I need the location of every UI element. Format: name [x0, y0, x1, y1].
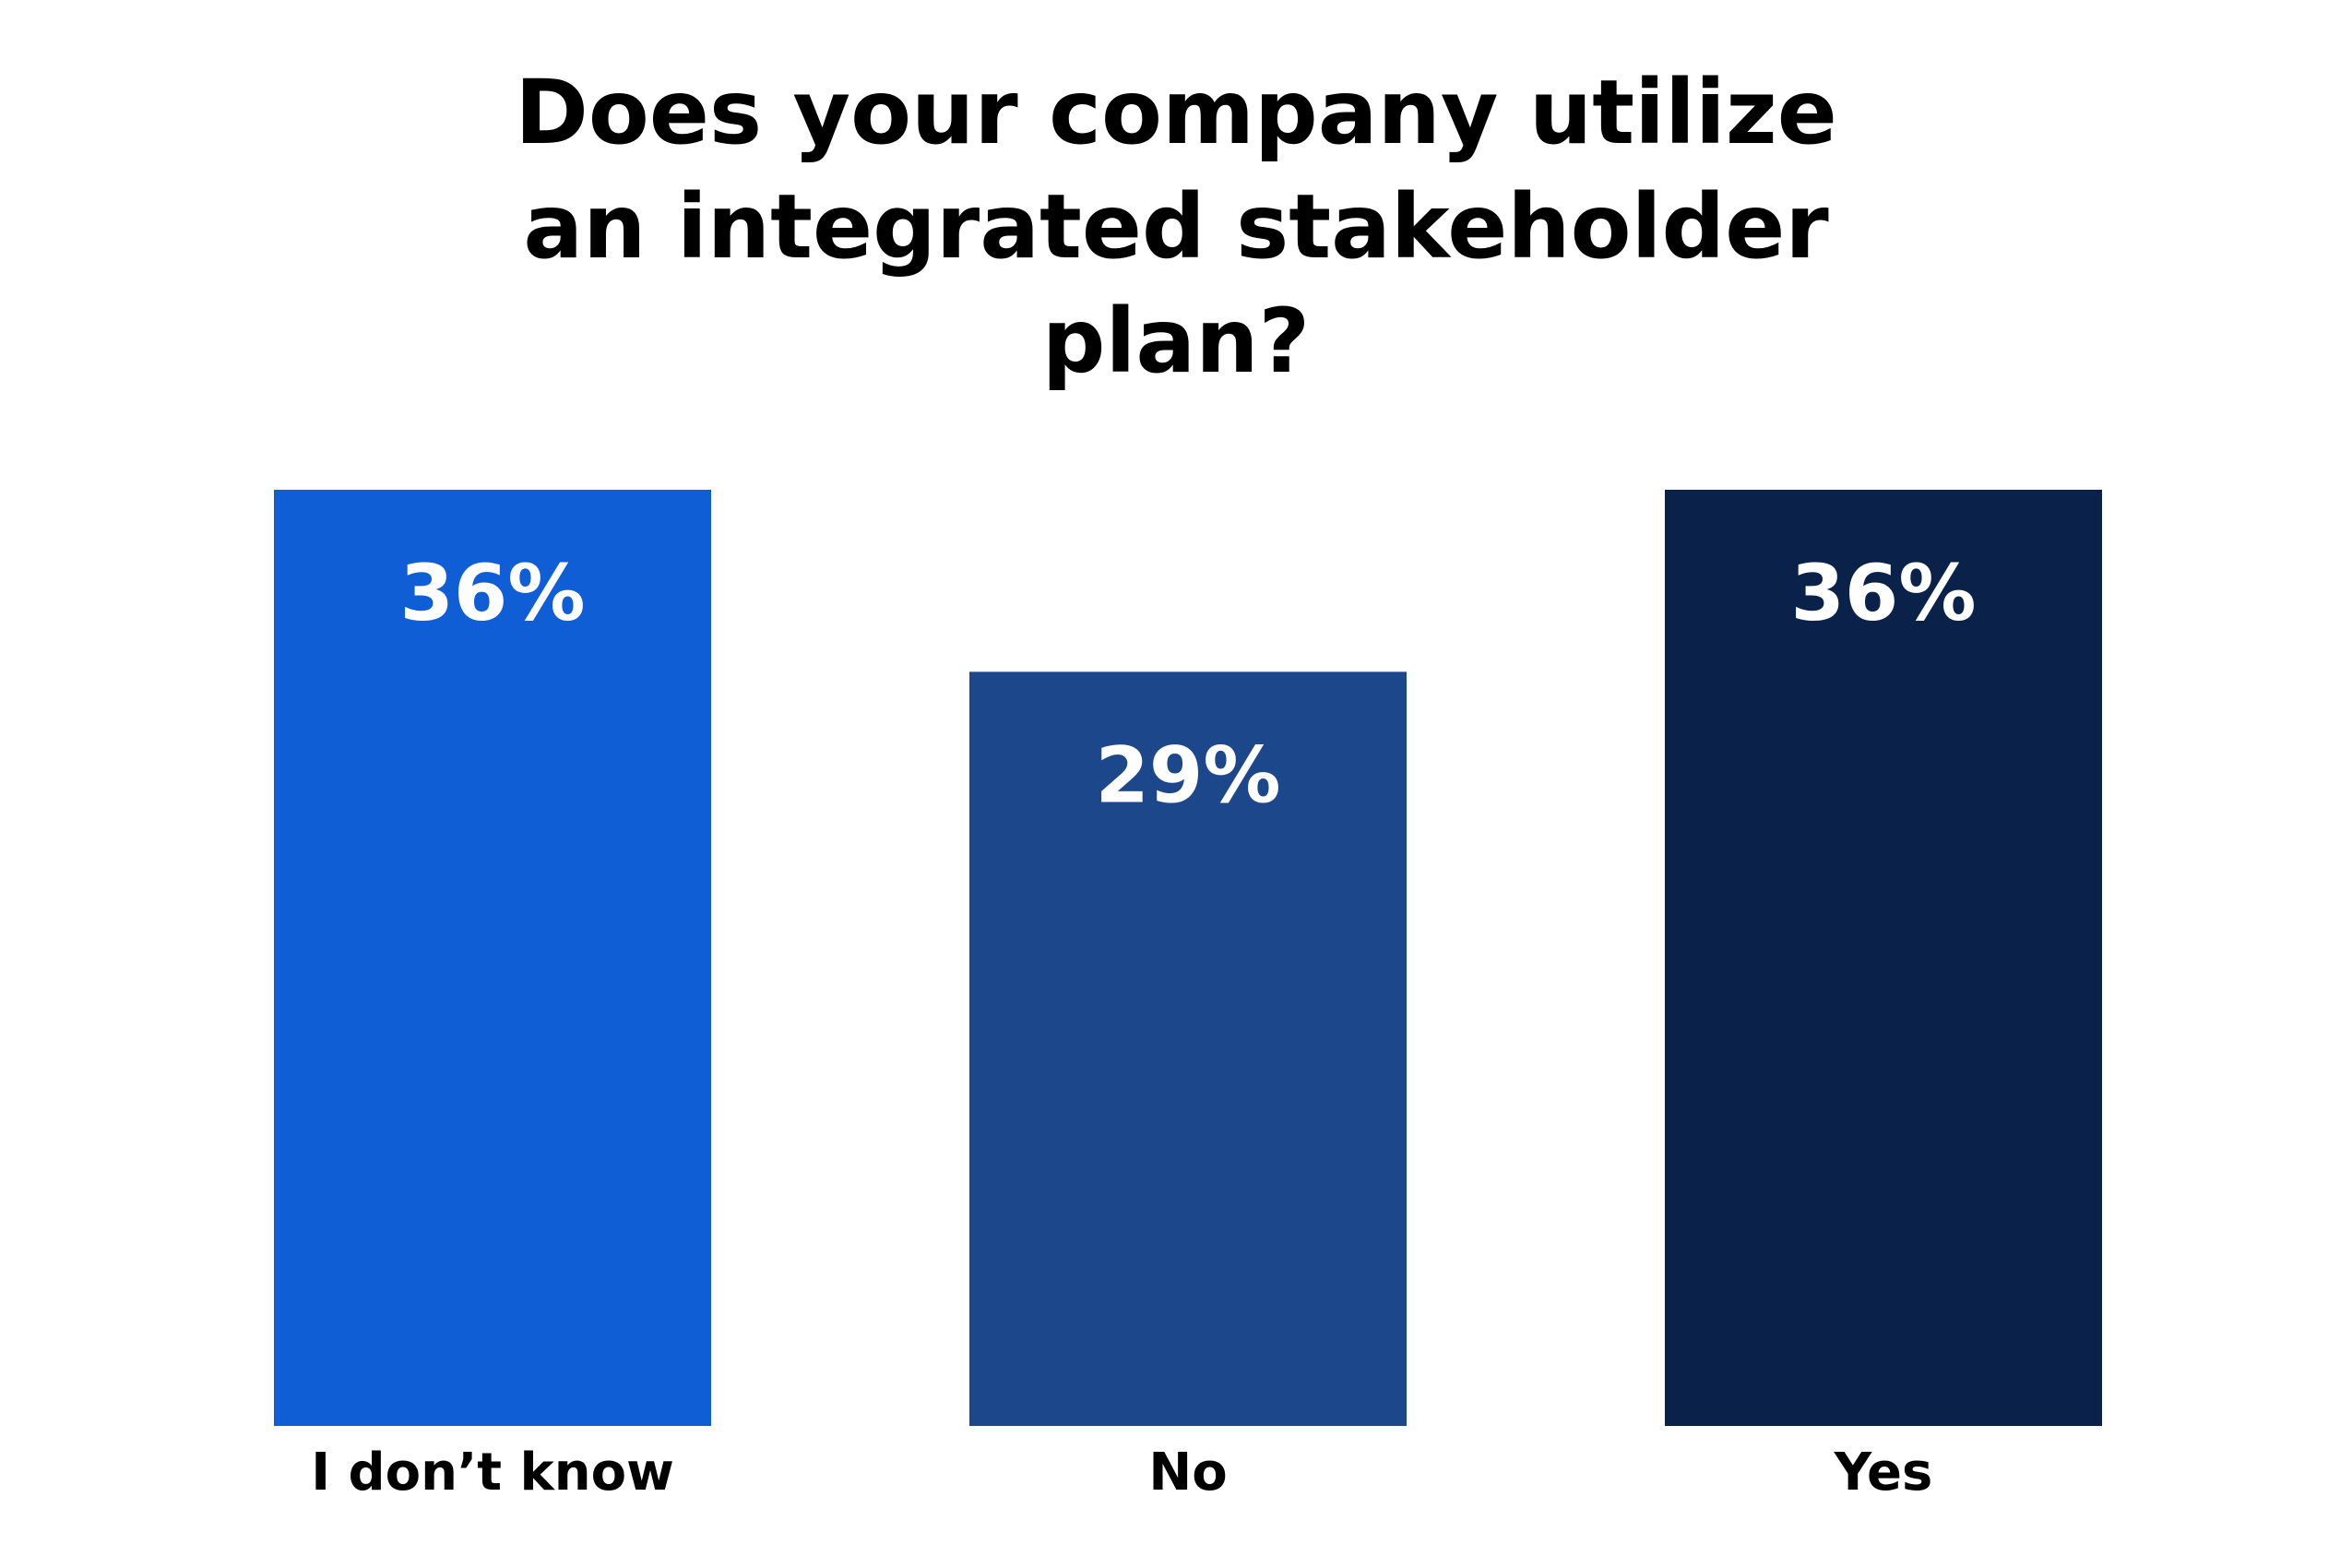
bar	[969, 671, 1407, 1426]
value-label: 36%	[399, 548, 585, 638]
chart-title: Does your company utilize an integrated …	[515, 61, 1837, 393]
x-tick-label: I don’t know	[311, 1443, 674, 1503]
bar	[274, 490, 711, 1426]
bar	[1665, 490, 2102, 1426]
value-label: 29%	[1095, 730, 1280, 820]
value-label: 36%	[1790, 548, 1976, 638]
x-tick-label: Yes	[1834, 1443, 1933, 1503]
x-tick-label: No	[1148, 1443, 1227, 1503]
